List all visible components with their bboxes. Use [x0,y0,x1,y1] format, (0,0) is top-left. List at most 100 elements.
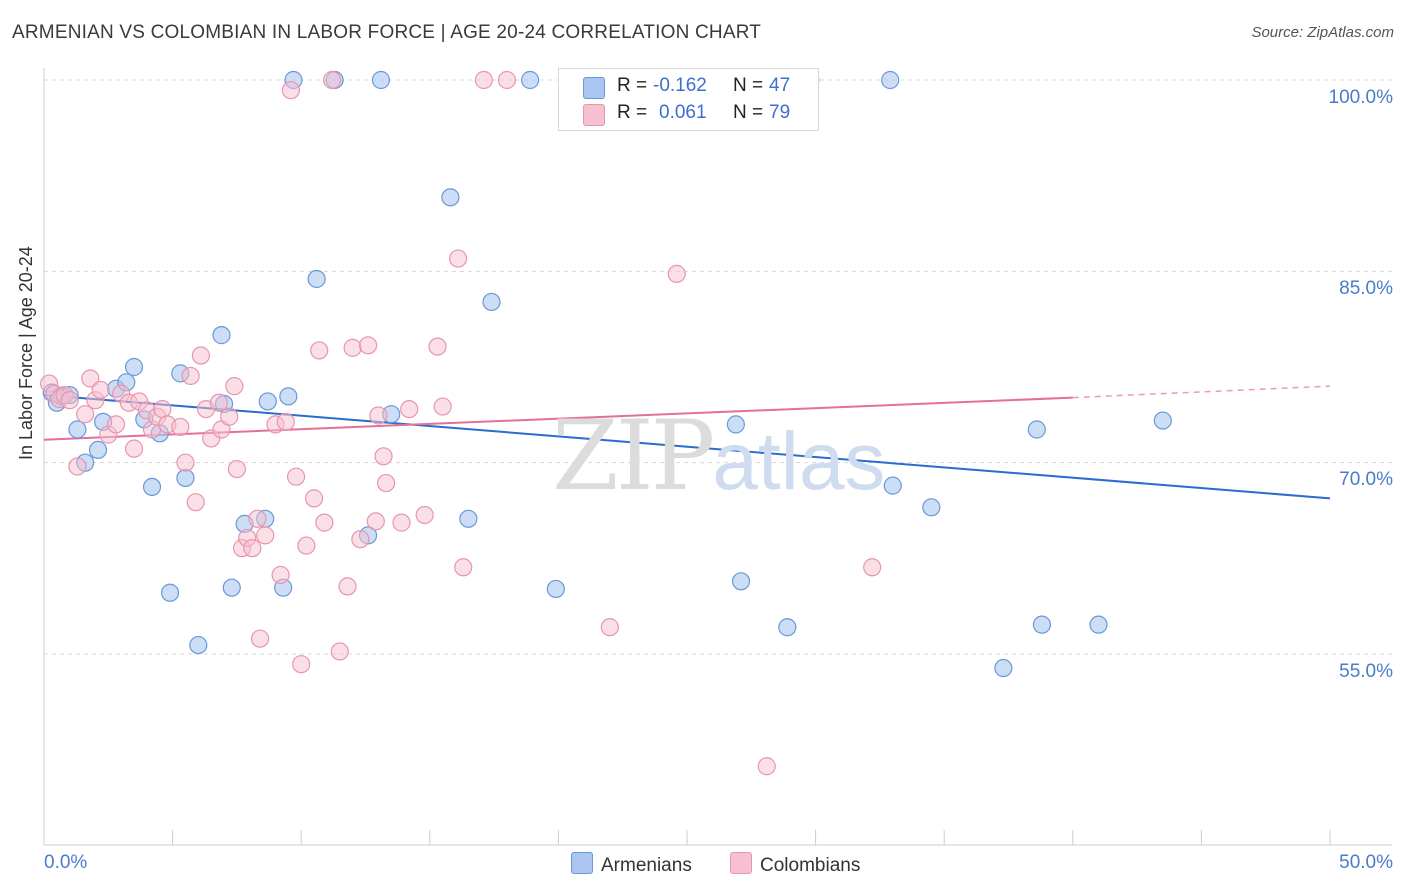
armenian-point [371,70,391,90]
colombian-point [68,457,87,476]
armenian-point [459,509,478,528]
colombian-point [400,399,419,419]
armenian-point [881,70,900,90]
colombian-point [433,397,452,416]
armenian-point [883,476,902,495]
y-axis-label: In Labor Force | Age 20-24 [16,246,36,460]
colombian-point [81,369,100,388]
colombian-point [376,473,396,493]
armenian-point [189,635,208,655]
y-tick-label-100: 100.0% [1328,87,1393,108]
y-tick-label-70: 70.0% [1339,469,1393,490]
legend-swatch-armenians [571,852,593,874]
colombian-point [250,629,270,648]
colombian-points [40,70,882,776]
legend-swatch-colombians [583,104,605,126]
legend-swatch-armenians [583,77,605,99]
colombian-point [276,412,295,431]
colombian-point [863,558,882,577]
armenian-point [922,498,941,517]
colombian-point [124,439,144,458]
colombian-point [454,558,473,577]
colombian-point [374,447,393,466]
legend-n-label: N = [733,75,764,96]
armenian-point [279,387,298,406]
colombian-point [343,338,362,357]
legend-armenian-r: -0.162 [653,75,707,96]
armenian-point [731,572,751,591]
armenian-point [726,415,745,434]
colombian-point [243,539,262,558]
colombian-trend-line-extension [1072,385,1331,399]
colombian-point [286,467,306,486]
armenian-point [1027,420,1046,439]
colombian-point [338,577,357,596]
watermark: ZIPatlas [552,400,886,512]
armenian-points [42,70,1172,678]
armenian-point [88,440,108,460]
colombian-point [315,513,334,532]
colombian-point [227,459,246,479]
colombian-point [600,618,619,637]
colombian-point [209,393,228,412]
armenian-point [1032,615,1052,634]
colombian-point [171,417,190,437]
legend-label-armenians: Armenians [601,855,692,876]
colombian-point [153,399,172,419]
colombian-point [358,336,378,355]
grid-lines [44,79,1392,655]
legend-label-colombians: Colombians [760,855,861,876]
colombian-point [497,70,517,90]
chart-title: ARMENIAN VS COLOMBIAN IN LABOR FORCE | A… [12,22,762,43]
legend-r-label: R = [617,102,648,123]
armenian-point [176,468,195,488]
colombian-point [297,536,316,555]
y-tick-label-85: 85.0% [1339,278,1393,299]
colombian-point [225,377,244,396]
armenian-point [68,420,87,439]
armenian-trend-line [43,394,1331,500]
armenian-point [441,188,460,207]
armenian-point [994,658,1013,678]
colombian-point [415,505,434,525]
armenian-point [546,579,565,599]
x-tick-label-0: 0.0% [44,852,88,873]
colombian-point [186,493,205,512]
colombian-point [310,341,329,360]
colombian-point [474,70,493,90]
stats-legend: R = -0.162 N = 47 R = 0.061 N = 79 [558,68,819,131]
colombian-point [667,264,686,283]
armenian-point [1153,411,1172,430]
colombian-point [191,346,210,365]
colombian-point [60,391,79,410]
colombian-point [322,70,342,90]
axes [43,68,1392,846]
colombian-point [392,513,411,532]
colombian-point [271,565,290,585]
legend-colombian-n: 79 [769,102,791,123]
armenian-point [307,269,326,289]
colombian-point [281,81,301,100]
colombian-point [76,405,95,424]
armenian-point [222,578,241,597]
colombian-point [176,453,195,472]
legend-item-armenians[interactable]: Armenians [571,852,692,877]
legend-item-colombians[interactable]: Colombians [730,852,860,877]
legend-colombian-r: 0.061 [659,102,707,123]
colombian-point [369,406,388,425]
armenian-point [482,292,501,312]
source-label: Source: ZipAtlas.com [1251,24,1394,41]
colombian-point [304,489,324,508]
colombian-point [181,366,200,386]
armenian-point [1089,615,1108,634]
armenian-point [258,392,277,411]
colombian-point [366,512,385,531]
colombian-point [106,415,126,434]
colombian-point [256,526,275,545]
armenian-point [124,357,144,377]
x-tick-label-50: 50.0% [1339,852,1393,873]
colombian-point [248,509,267,528]
armenian-point [142,477,162,497]
legend-armenian-n: 47 [769,75,791,96]
